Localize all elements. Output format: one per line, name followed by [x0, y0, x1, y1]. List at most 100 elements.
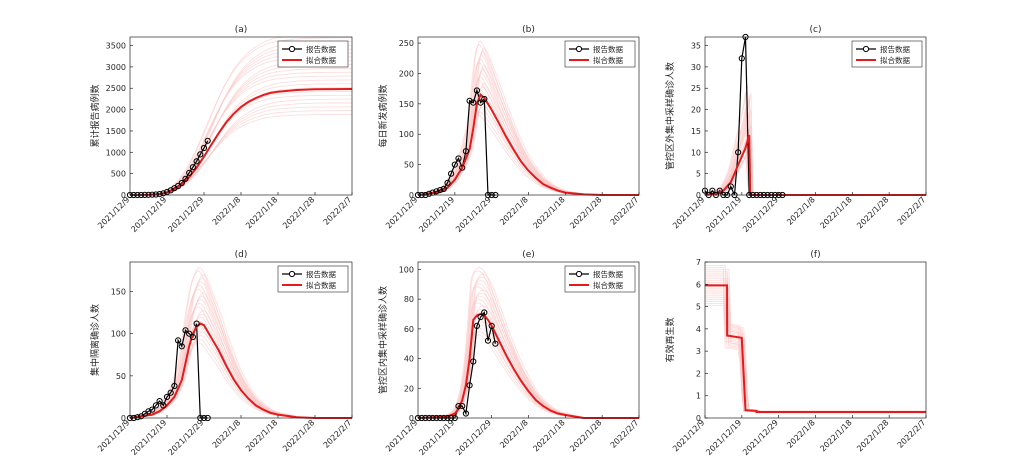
subplot-d-reported-point: [163, 393, 171, 400]
subplot-e-ytick-label: 60: [404, 325, 414, 334]
subplot-b-reported-point: [437, 187, 444, 194]
subplot-a-reported-point: [175, 182, 182, 190]
subplot-e-legend-fitted-label: 拟合数据: [593, 280, 623, 290]
subplot-d-xtick-label: 2022/1/28: [281, 418, 316, 453]
subplot-a-legend-reported-label: 报告数据: [306, 44, 336, 54]
subplot-a-xtick-label: 2021/12/19: [129, 195, 168, 234]
subplot-c: 0 5 10 15 20 25 30 35 2021/12/92021/12/192021/12…: [664, 25, 927, 234]
subplot-a-legend-fitted-label: 拟合数据: [306, 55, 336, 65]
subplot-d-ylabel: 集中隔离确诊人数: [89, 304, 101, 376]
subplot-e-legend-box: [564, 265, 636, 293]
subplot-b-reported-point: [466, 97, 473, 104]
subplot-e-ytick-label: 20: [404, 384, 414, 393]
subplot-e-band-trajectory: [418, 283, 639, 418]
subplot-b-ytick-label: 200: [399, 69, 414, 78]
subplot-d-fitted-line: [129, 322, 352, 419]
subplot-a-reported-point: [197, 151, 204, 158]
subplot-c-ytick-label: 5: [696, 170, 701, 179]
subplot-d-xtick-label: 2021/12/9: [96, 418, 131, 453]
subplot-e-xtick-label: 2021/12/9: [384, 418, 419, 453]
subplot-b-ytick-label: 50: [404, 161, 414, 170]
subplot-c-ytick-label: 15: [691, 127, 701, 136]
subplot-a-ytick-label: 500: [111, 170, 126, 179]
subplot-c-reported-point: [738, 55, 745, 62]
subplot-d-legend-fitted-label: 拟合数据: [306, 280, 336, 290]
subplot-c-band-trajectory: [705, 85, 926, 195]
subplot-c-ytick-label: 10: [691, 148, 701, 157]
subplot-a-reported-point: [182, 175, 189, 182]
subplot-a-reported-point: [200, 144, 208, 152]
subplot-a-reported-point: [156, 191, 163, 198]
subplot-f-ylabel: 有效再生数: [664, 317, 676, 362]
subplot-a-ylabel: 累计报告病例数: [89, 84, 101, 147]
subplot-e-xtick-label: 2021/12/29: [454, 418, 493, 457]
subplot-a-reported-point: [178, 179, 185, 187]
subplot-a: 05001000150020002500300035002021/12/9202…: [89, 25, 353, 234]
subplot-a-ytick-label: 3500: [106, 42, 126, 51]
subplot-c-xtick-label: 2021/12/19: [704, 195, 743, 234]
subplot-e-ytick-label: 80: [404, 295, 414, 304]
subplot-b-xtick-label: 2021/12/9: [384, 195, 419, 230]
subplot-e-xtick-label: 2022/1/8: [498, 418, 530, 450]
subplot-a-xtick-label: 2022/1/18: [244, 195, 279, 230]
subplot-a-xtick-label: 2021/12/9: [96, 195, 131, 230]
subplot-f-xtick-label: 2021/12/19: [704, 418, 743, 457]
subplot-d-xtick-label: 2021/12/19: [129, 418, 168, 457]
subplot-a-reported-point: [193, 158, 200, 165]
subplot-c-reported-point: [716, 187, 723, 194]
subplot-d-reported-point: [175, 337, 182, 344]
subplot-a-ytick-label: 2500: [106, 84, 126, 93]
subplot-f-xtick-label: 2022/1/18: [818, 418, 853, 453]
subplot-c-ylabel: 管控区外集中采样确诊人数: [664, 62, 676, 170]
subplot-b-legend-reported-marker: [575, 45, 583, 53]
subplot-d-legend-reported-marker: [288, 270, 296, 278]
subplot-d-reported-point: [145, 408, 152, 415]
subplot-b-band-trajectory: [418, 52, 639, 195]
subplot-e-reported-point: [459, 403, 466, 410]
subplot-e-reported-point: [462, 410, 469, 417]
subplot-b-ytick-label: 100: [399, 130, 414, 139]
subplot-c-band-trajectory: [705, 95, 926, 195]
subplot-a-legend-box: [277, 40, 349, 68]
subplot-d-xtick-label: 2022/1/18: [244, 418, 279, 453]
subplot-f-ytick-label: 1: [696, 392, 701, 401]
subplot-b-reported-point: [433, 188, 440, 195]
subplot-f-ytick-label: 7: [696, 258, 701, 267]
subplot-c-band-trajectory: [705, 118, 926, 195]
subplot-b-ylabel: 每日新发病例数: [377, 84, 389, 147]
subplot-c-reported-point: [709, 187, 716, 194]
subplot-b-reported-point: [473, 87, 480, 94]
subplot-d-reported-point: [152, 402, 159, 409]
subplot-d-reported-point: [178, 343, 185, 350]
subplot-a-ytick-label: 2000: [106, 106, 126, 115]
subplot-e-reported-point: [473, 322, 480, 329]
subplot-e-band-trajectory: [418, 270, 639, 418]
subplot-f-xtick-label: 2021/12/29: [741, 418, 780, 457]
subplot-c-xtick-label: 2022/1/28: [855, 195, 890, 230]
subplot-f-ytick-label: 0: [696, 414, 701, 423]
subplot-c-band-trajectory: [705, 99, 926, 195]
subplot-d-reported-point: [193, 320, 200, 327]
subplot-e-reported-point: [455, 403, 462, 410]
subplot-e-reported-point: [492, 340, 499, 347]
subplot-c-reported-point: [735, 149, 742, 156]
subplot-c-band-trajectory: [705, 112, 926, 195]
subplot-b-reported-point: [426, 190, 433, 197]
subplot-b-reported-point: [455, 155, 462, 162]
subplot-b-band-trajectory: [418, 58, 639, 195]
subplot-b-xtick-label: 2022/1/28: [568, 195, 603, 230]
subplot-b-reported-point: [470, 99, 477, 106]
subplot-c-legend-reported-label: 报告数据: [880, 44, 910, 54]
subplot-d-reported-point: [186, 330, 193, 337]
subplot-e-xtick-label: 2022/1/18: [531, 418, 566, 453]
subplot-c-band-trajectory: [705, 129, 926, 195]
subplot-b-reported-point: [477, 99, 484, 106]
subplot-a-legend-reported-marker: [288, 45, 296, 53]
subplot-e-reported-point: [470, 358, 477, 365]
subplot-c-reported-point: [727, 183, 734, 190]
subplot-a-fitted-line: [129, 88, 353, 196]
subplot-b-ytick-label: 150: [399, 100, 414, 109]
